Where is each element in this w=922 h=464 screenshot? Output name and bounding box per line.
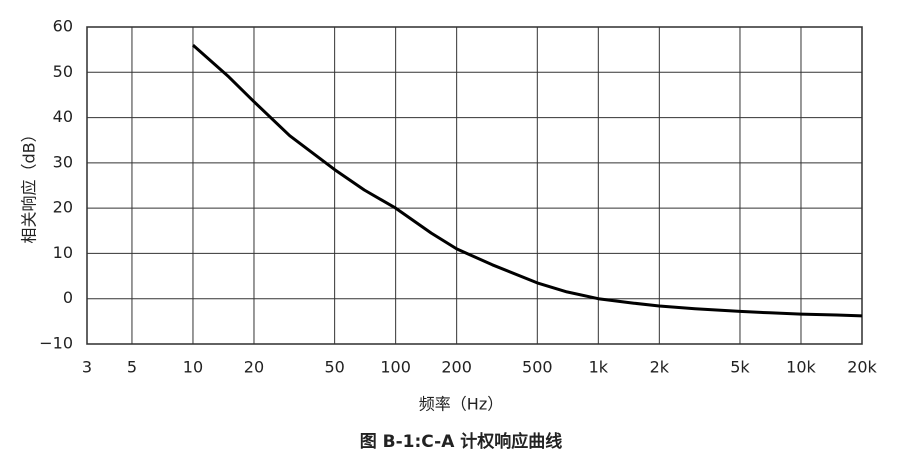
y-tick-label: 20 — [53, 198, 73, 217]
y-tick-label: 30 — [53, 152, 73, 171]
x-axis-label: 频率（Hz） — [419, 395, 503, 414]
y-tick-label: 10 — [53, 243, 73, 262]
y-axis-label: 相关响应（dB） — [20, 126, 39, 243]
x-tick-label: 20k — [847, 358, 877, 377]
x-tick-label: 200 — [441, 358, 472, 377]
x-tick-label: 10 — [183, 358, 203, 377]
caption: 图 B-1:C-A 计权响应曲线 — [360, 431, 563, 452]
x-tick-label: 100 — [380, 358, 411, 377]
x-tick-label: 2k — [650, 358, 670, 377]
y-tick-label: 40 — [53, 107, 73, 126]
x-tick-label: 1k — [589, 358, 609, 377]
plot-frame — [86, 26, 863, 345]
x-tick-label: 10k — [786, 358, 816, 377]
x-tick-label: 3 — [82, 358, 92, 377]
y-tick-label: 50 — [53, 62, 73, 81]
x-tick-label: 5k — [730, 358, 750, 377]
x-tick-label: 5 — [127, 358, 137, 377]
x-tick-label: 20 — [244, 358, 264, 377]
y-tick-label: 0 — [63, 288, 73, 307]
y-tick-label: −10 — [39, 334, 73, 353]
y-tick-label: 60 — [53, 17, 73, 36]
x-tick-label: 50 — [324, 358, 344, 377]
x-tick-label: 500 — [522, 358, 553, 377]
data-line — [192, 43, 863, 318]
